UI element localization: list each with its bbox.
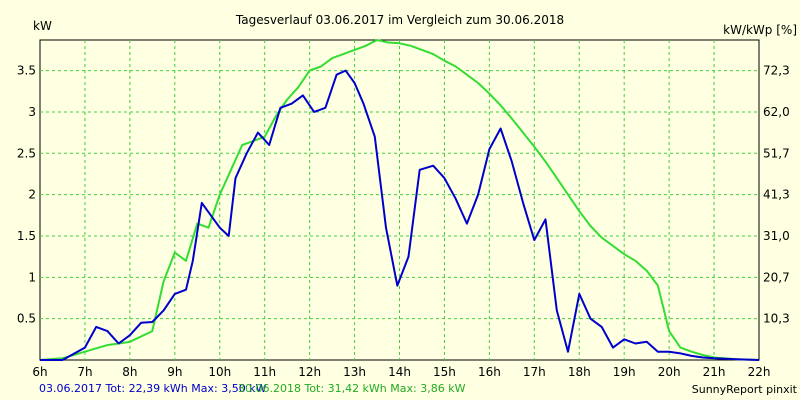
y-tick-label-right: 51,7 xyxy=(763,146,790,160)
y-tick-label-left: 1 xyxy=(28,270,36,284)
y-tick-label-right: 10,3 xyxy=(763,312,790,326)
x-tick-label: 11h xyxy=(253,365,276,379)
y-tick-label-right: 72,3 xyxy=(763,64,790,78)
x-tick-label: 20h xyxy=(658,365,681,379)
x-tick-label: 14h xyxy=(388,365,411,379)
x-tick-label: 9h xyxy=(167,365,182,379)
x-tick-label: 12h xyxy=(298,365,321,379)
x-tick-label: 7h xyxy=(77,365,92,379)
y-tick-label-left: 3.5 xyxy=(17,64,36,78)
series-layer xyxy=(39,39,760,361)
x-tick-label: 6h xyxy=(32,365,47,379)
x-tick-label: 15h xyxy=(433,365,456,379)
x-tick-label: 13h xyxy=(343,365,366,379)
y-tick-label-right: 20,7 xyxy=(763,270,790,284)
y-tick-label-left: 3 xyxy=(28,105,36,119)
footer-brand: SunnyReport pinxit xyxy=(692,383,798,396)
y-tick-label-right: 62,0 xyxy=(763,105,790,119)
x-tick-label: 17h xyxy=(523,365,546,379)
chart-title: Tagesverlauf 03.06.2017 im Vergleich zum… xyxy=(235,13,564,27)
y-tick-label-right: 41,3 xyxy=(763,188,790,202)
y-tick-label-right: 31,0 xyxy=(763,229,790,243)
y-axis-right-title: kW/kWp [%] xyxy=(723,23,797,37)
x-tick-label: 19h xyxy=(613,365,636,379)
y-tick-label-left: 2 xyxy=(28,188,36,202)
x-tick-label: 10h xyxy=(208,365,231,379)
y-tick-label-left: 1.5 xyxy=(17,229,36,243)
y-tick-label-left: 2.5 xyxy=(17,146,36,160)
x-tick-label: 16h xyxy=(478,365,501,379)
x-tick-label: 18h xyxy=(568,365,591,379)
y-tick-label-left: 0.5 xyxy=(17,312,36,326)
grid xyxy=(40,40,759,360)
x-tick-label: 22h xyxy=(748,365,771,379)
x-tick-label: 8h xyxy=(122,365,137,379)
footer-series2: 30.06.2018 Tot: 31,42 kWh Max: 3,86 kW xyxy=(238,382,466,395)
y-axis-left-title: kW xyxy=(33,19,52,33)
series-line-2 xyxy=(39,39,760,361)
x-tick-label: 21h xyxy=(703,365,726,379)
series-line-1 xyxy=(40,69,760,361)
axis-labels: 6h 7h 8h 9h 10h 11h 12h 13h 14h 15h 16h 17h 18h 19h 20… xyxy=(17,64,790,379)
footer-series1: 03.06.2017 Tot: 22,39 kWh Max: 3,50 kW xyxy=(39,382,267,395)
